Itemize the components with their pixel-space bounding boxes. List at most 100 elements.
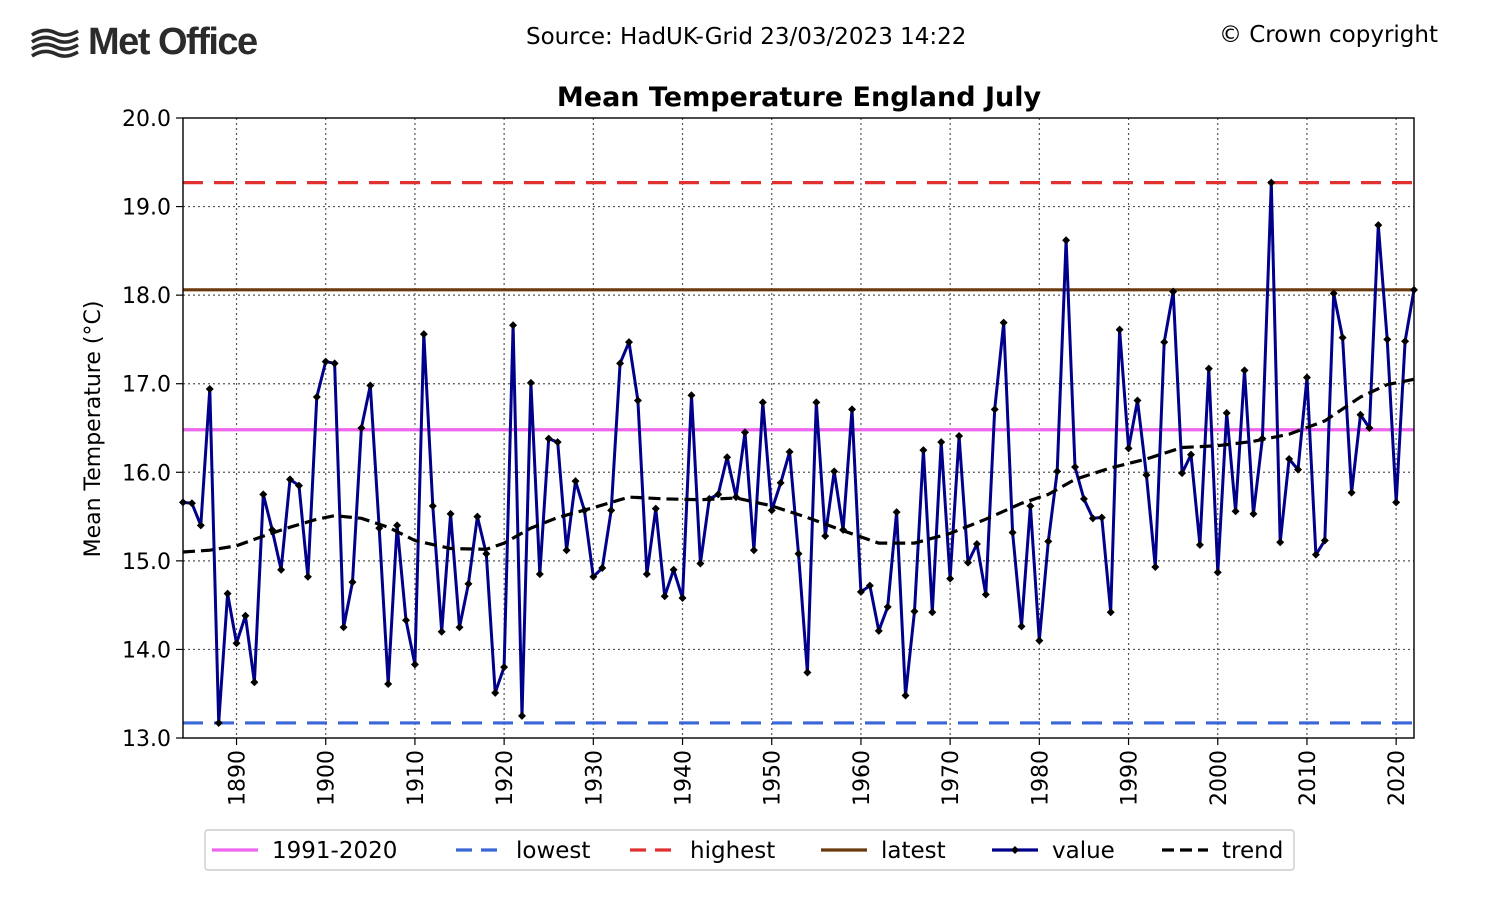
value-point — [1294, 465, 1303, 474]
value-point — [1169, 287, 1178, 296]
y-tick-label: 14.0 — [122, 638, 171, 663]
value-point — [937, 438, 946, 447]
value-point — [517, 711, 526, 720]
x-tick-label: 1920 — [493, 750, 518, 806]
value-point — [393, 521, 402, 530]
value-point — [892, 508, 901, 517]
value-point — [402, 616, 411, 625]
value-point — [544, 434, 553, 443]
value-point — [919, 446, 928, 455]
value-point — [232, 639, 241, 648]
value-point — [749, 546, 758, 555]
value-point — [794, 549, 803, 558]
value-point — [348, 578, 357, 587]
met-office-logo: Met Office — [30, 20, 258, 63]
value-point — [946, 574, 955, 583]
value-point — [250, 678, 259, 687]
value-point — [294, 481, 303, 490]
met-office-waves-icon — [31, 28, 79, 58]
x-tick-label: 1900 — [315, 750, 340, 806]
value-point — [1329, 289, 1338, 298]
x-tick-label: 1950 — [761, 750, 786, 806]
value-point — [455, 623, 464, 632]
value-point — [758, 398, 767, 407]
value-point — [669, 565, 678, 574]
value-point — [723, 453, 732, 462]
value-point — [696, 559, 705, 568]
value-point — [1338, 333, 1347, 342]
x-tick-label: 1910 — [404, 750, 429, 806]
value-point — [1017, 622, 1026, 631]
value-point — [464, 579, 473, 588]
value-point — [1062, 236, 1071, 245]
value-point — [339, 623, 348, 632]
x-tick-label: 2020 — [1385, 750, 1410, 806]
legend-label-trend: trend — [1222, 838, 1283, 864]
value-point — [856, 587, 865, 596]
value-point — [848, 405, 857, 414]
value-point — [553, 438, 562, 447]
value-point — [562, 546, 571, 555]
value-point — [205, 385, 214, 394]
value-point — [865, 581, 874, 590]
value-point — [446, 509, 455, 518]
value-point — [473, 512, 482, 521]
value-point — [821, 532, 830, 541]
value-point — [1383, 335, 1392, 344]
legend-marker-value — [1011, 846, 1019, 854]
value-point — [803, 668, 812, 677]
value-point — [999, 318, 1008, 327]
value-point — [812, 398, 821, 407]
value-point — [241, 611, 250, 620]
value-point — [410, 660, 419, 669]
value-point — [625, 338, 634, 347]
value-point — [642, 570, 651, 579]
x-tick-label: 1940 — [672, 750, 697, 806]
value-point — [990, 405, 999, 414]
value-point — [357, 424, 366, 432]
value-point — [678, 594, 687, 603]
value-point — [767, 506, 776, 515]
value-point — [598, 563, 607, 572]
value-point — [571, 477, 580, 486]
source-text: Source: HadUK-Grid 23/03/2023 14:22 — [526, 24, 967, 50]
value-point — [883, 602, 892, 611]
y-tick-label: 13.0 — [122, 727, 171, 752]
value-point — [1356, 410, 1365, 419]
y-axis-label: Mean Temperature (°C) — [81, 301, 106, 558]
value-point — [1320, 536, 1329, 545]
value-point — [1392, 498, 1401, 507]
x-tick-label: 2000 — [1207, 750, 1232, 806]
value-point — [491, 688, 500, 697]
value-point — [1142, 470, 1151, 479]
value-point — [1401, 337, 1410, 346]
logo-text: Met Office — [88, 20, 258, 63]
value-point — [223, 589, 232, 598]
value-point — [321, 357, 330, 366]
value-point — [1302, 373, 1311, 382]
value-point — [660, 592, 669, 601]
axis-ticks: 1890 1900 1910 1920 1930 1940 1950 1960 1970 1980… — [122, 107, 1410, 806]
legend-label-latest: latest — [881, 838, 946, 864]
value-point — [286, 475, 295, 484]
legend-label-highest: highest — [690, 838, 775, 864]
value-point — [214, 718, 223, 727]
value-point — [277, 565, 286, 574]
value-point — [874, 626, 883, 635]
chart-title: Mean Temperature England July — [557, 82, 1042, 113]
value-point — [981, 590, 990, 599]
value-point — [740, 428, 749, 437]
y-tick-label: 19.0 — [122, 196, 171, 221]
value-point — [1106, 608, 1115, 617]
value-point — [1285, 455, 1294, 463]
value-point — [303, 572, 312, 581]
legend-label-value: value — [1052, 838, 1115, 864]
legend-label-1991-2020: 1991-2020 — [272, 838, 397, 864]
x-tick-label: 1990 — [1118, 750, 1143, 806]
x-tick-label: 2010 — [1296, 750, 1321, 806]
value-point — [509, 321, 518, 330]
value-point — [1347, 488, 1356, 497]
y-tick-label: 16.0 — [122, 461, 171, 486]
value-point — [526, 378, 535, 387]
